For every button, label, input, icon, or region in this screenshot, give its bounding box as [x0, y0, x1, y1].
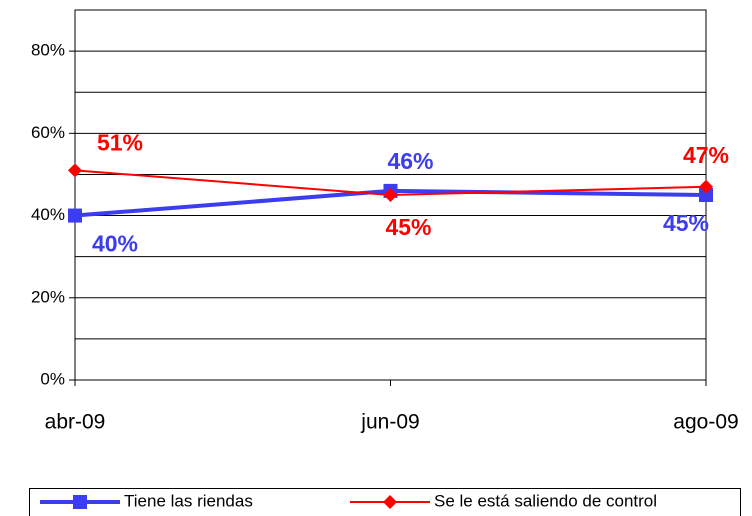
data-point — [68, 163, 82, 178]
value-label: 40% — [92, 231, 138, 257]
data-point — [383, 495, 397, 509]
y-tick-label: 60% — [31, 123, 65, 142]
y-tick-label: 80% — [31, 41, 65, 60]
y-tick-label: 0% — [40, 369, 65, 388]
value-label: 46% — [387, 148, 433, 174]
data-point — [699, 188, 713, 202]
y-tick-label: 20% — [31, 287, 65, 306]
data-point — [699, 179, 713, 194]
value-label: 51% — [97, 129, 143, 155]
value-label: 45% — [663, 210, 709, 236]
x-tick-label: abr-09 — [45, 411, 106, 434]
data-point — [68, 208, 82, 223]
value-label: 45% — [385, 214, 431, 240]
legend-label: Tiene las riendas — [124, 491, 253, 510]
data-point — [383, 188, 398, 202]
data-point — [73, 495, 87, 509]
x-tick-label: jun-09 — [360, 411, 419, 434]
legend — [29, 488, 741, 516]
value-label: 47% — [683, 142, 729, 168]
y-tick-label: 40% — [31, 205, 65, 224]
x-tick-label: ago-09 — [673, 411, 738, 434]
legend-label: Se le está saliendo de control — [434, 491, 657, 510]
